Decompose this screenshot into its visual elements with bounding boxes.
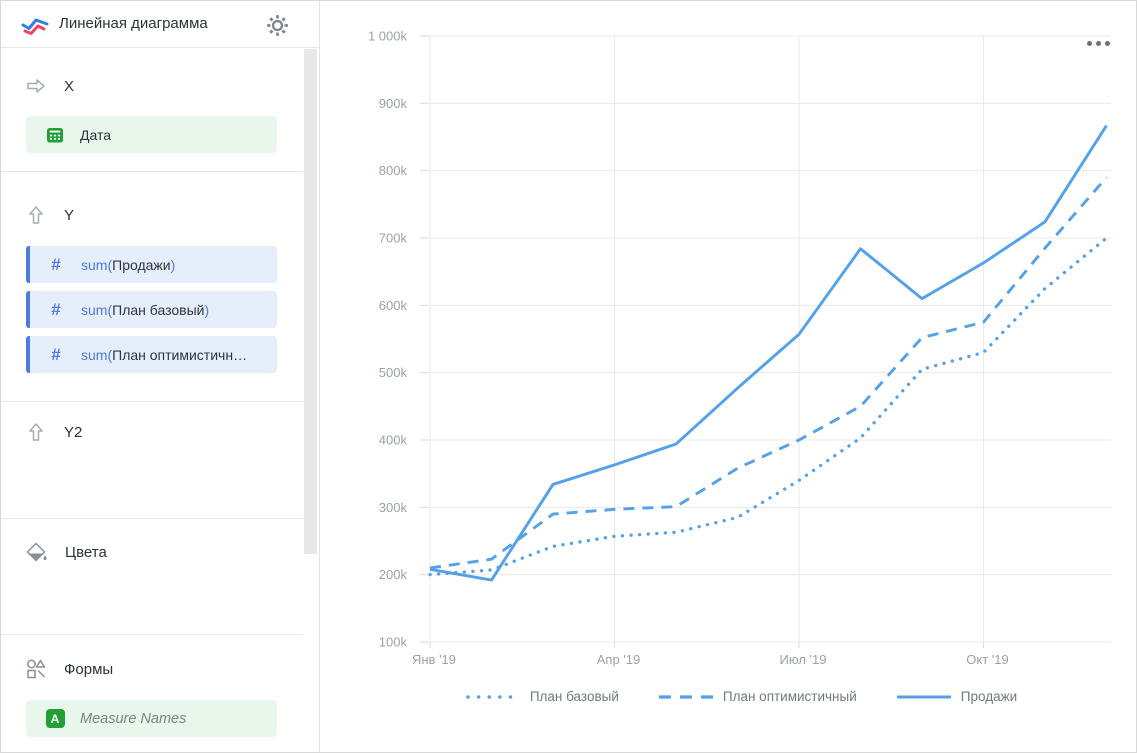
x-field-label: Дата — [80, 126, 112, 143]
chart-more-menu-icon[interactable] — [1087, 36, 1117, 50]
legend-item-plan-optimistic[interactable]: План оптимистичный — [657, 689, 857, 704]
dotted-line-sample-icon — [466, 694, 521, 699]
svg-text:1 000k: 1 000k — [368, 29, 408, 44]
y2-section-header: Y2 — [25, 421, 82, 443]
svg-text:900k: 900k — [379, 96, 408, 111]
y-field-plan-base[interactable]: # sum(План базовый) — [26, 291, 277, 328]
svg-text:Янв '19: Янв '19 — [412, 652, 456, 667]
measure-hash-icon: # — [51, 345, 61, 364]
paint-bucket-icon — [26, 542, 47, 562]
chart-type-title: Линейная диаграмма — [59, 15, 208, 32]
section-divider — [1, 401, 303, 402]
legend-item-plan-base[interactable]: План базовый — [464, 689, 619, 704]
section-divider — [1, 171, 303, 172]
svg-text:700k: 700k — [379, 231, 408, 246]
shapes-icon — [27, 659, 46, 679]
svg-text:Окт '19: Окт '19 — [966, 652, 1008, 667]
legend-label: План базовый — [529, 689, 619, 704]
line-chart-type-icon — [20, 12, 50, 42]
y-axis-arrow-icon — [29, 206, 43, 224]
legend-item-sales[interactable]: Продажи — [895, 689, 1017, 704]
section-divider — [1, 518, 303, 519]
chart-legend: План базовый План оптимистичный Продажи — [321, 689, 1136, 704]
line-chart: 100k 200k 300k 400k 500k 600k 700k 800k 900k 1 00… — [368, 29, 1111, 667]
x-section-header: X — [25, 75, 74, 97]
shapes-section-header: Формы — [25, 658, 113, 680]
chart-settings-sidebar: Линейная диаграмма — [1, 1, 320, 752]
svg-text:400k: 400k — [379, 433, 408, 448]
y-field-sales[interactable]: # sum(Продажи) — [26, 246, 277, 283]
x-field-data[interactable]: Дата — [26, 116, 277, 153]
letter-a-icon: A — [45, 709, 65, 729]
calendar-icon — [45, 125, 65, 145]
shapes-field-label: Measure Names — [80, 710, 187, 727]
y-field-formula: sum(План оптимистичн… — [81, 346, 248, 363]
svg-text:800k: 800k — [379, 163, 408, 178]
shapes-section-label: Формы — [64, 660, 114, 678]
sidebar-header: Линейная диаграмма — [1, 1, 319, 48]
svg-text:600k: 600k — [379, 298, 408, 313]
svg-text:Июл '19: Июл '19 — [780, 652, 827, 667]
measure-hash-icon: # — [51, 255, 61, 274]
svg-text:300k: 300k — [379, 500, 408, 515]
solid-line-sample-icon — [896, 695, 951, 698]
y-field-formula: sum(План базовый) — [81, 301, 210, 318]
shapes-field-measure-names[interactable]: A Measure Names — [26, 700, 277, 737]
svg-text:Апр '19: Апр '19 — [597, 652, 641, 667]
y2-section-label: Y2 — [64, 423, 83, 441]
y-section-label: Y — [64, 206, 75, 224]
x-section-label: X — [64, 77, 75, 95]
legend-label: Продажи — [960, 689, 1018, 704]
y-section-header: Y — [25, 204, 74, 226]
svg-text:200k: 200k — [379, 567, 408, 582]
dot — [1105, 40, 1110, 46]
y-field-formula: sum(Продажи) — [81, 256, 176, 273]
svg-text:500k: 500k — [379, 365, 408, 380]
colors-section-label: Цвета — [65, 544, 107, 561]
y2-axis-arrow-icon — [29, 423, 43, 441]
legend-label: План оптимистичный — [722, 689, 857, 704]
settings-gear-icon[interactable] — [264, 12, 290, 38]
chart-preview-panel: 100k 200k 300k 400k 500k 600k 700k 800k 900k 1 00… — [321, 1, 1136, 752]
dashed-line-sample-icon — [658, 694, 713, 699]
y-field-plan-optimistic[interactable]: # sum(План оптимистичн… — [26, 336, 277, 373]
section-divider — [1, 634, 303, 635]
x-axis-arrow-icon — [27, 79, 45, 93]
colors-section-header: Цвета — [25, 541, 107, 564]
measure-hash-icon: # — [51, 300, 61, 319]
sidebar-scrollbar[interactable] — [304, 49, 317, 554]
svg-text:100k: 100k — [379, 635, 408, 650]
dot — [1087, 40, 1092, 46]
dot — [1096, 40, 1101, 46]
